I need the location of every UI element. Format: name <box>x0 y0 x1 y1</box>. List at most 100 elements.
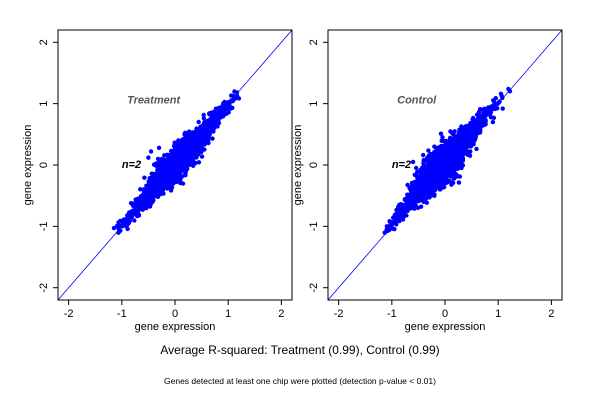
scatter-point <box>486 107 491 112</box>
scatter-point <box>473 123 478 128</box>
scatter-point <box>435 173 441 178</box>
scatter-point <box>144 183 149 188</box>
scatter-point <box>158 191 163 196</box>
scatter-point <box>388 223 394 228</box>
scatter-point <box>161 166 166 172</box>
panel-title: Treatment <box>127 95 181 107</box>
scatter-point <box>414 197 419 203</box>
scatter-point <box>452 147 458 152</box>
x-tick-label: -2 <box>64 308 74 320</box>
scatter-point <box>402 204 407 209</box>
scatter-point <box>448 129 453 134</box>
scatter-point <box>149 188 155 193</box>
scatter-point <box>184 159 190 164</box>
scatter-point <box>185 155 190 160</box>
scatter-point <box>155 156 161 162</box>
footnote: Genes detected at least one chip were pl… <box>164 376 436 386</box>
outlier-point <box>432 144 437 149</box>
scatter-point <box>142 175 147 180</box>
outlier-point <box>490 119 496 125</box>
scatter-point <box>129 214 135 219</box>
scatter-point <box>438 180 443 186</box>
scatter-point <box>202 147 207 152</box>
scatter-point <box>425 168 430 174</box>
scatter-point <box>432 178 437 183</box>
scatter-point <box>198 127 203 133</box>
scatter-point <box>226 103 232 108</box>
scatter-point <box>174 163 179 169</box>
scatter-point <box>207 132 212 138</box>
scatter-point <box>459 124 464 129</box>
scatter-point <box>135 213 140 219</box>
scatter-point <box>151 198 156 203</box>
scatter-point <box>464 123 470 129</box>
scatter-point <box>201 116 207 121</box>
scatter-point <box>481 108 487 114</box>
scatter-point <box>180 181 186 186</box>
sample-count-label: n=2 <box>392 159 411 171</box>
scatter-point <box>165 173 170 179</box>
scatter-point <box>206 140 211 146</box>
scatter-point <box>465 139 470 144</box>
y-axis-label: gene expression <box>292 125 304 206</box>
y-tick-label: -2 <box>38 283 50 293</box>
scatter-point <box>420 194 425 200</box>
scatter-point <box>199 154 205 159</box>
y-tick-label: -1 <box>38 221 50 231</box>
scatter-point <box>440 135 445 140</box>
scatter-point <box>155 187 160 192</box>
scatter-point <box>418 190 424 196</box>
scatter-point <box>132 218 137 223</box>
panel-title: Control <box>397 95 437 107</box>
scatter-point <box>476 109 482 115</box>
scatter-point <box>475 117 480 122</box>
scatter-point <box>420 168 425 173</box>
scatter-point <box>141 187 147 192</box>
scatter-point <box>400 209 406 214</box>
scatter-point <box>421 152 426 158</box>
scatter-point <box>182 172 187 178</box>
scatter-point <box>413 182 418 187</box>
scatter-point <box>133 202 139 207</box>
scatter-point <box>409 205 414 210</box>
scatter-point <box>448 174 453 179</box>
y-tick-label: -2 <box>308 283 320 293</box>
scatter-point <box>126 221 131 226</box>
scatter-point <box>467 153 473 158</box>
scatter-point <box>156 175 162 181</box>
point-cloud <box>382 86 513 235</box>
scatter-point <box>175 150 180 155</box>
scatter-point <box>427 174 432 179</box>
scatter-point <box>216 120 222 126</box>
scatter-point <box>189 131 195 136</box>
scatter-point <box>439 138 444 143</box>
scatter-point <box>449 182 454 187</box>
scatter-point <box>161 181 166 186</box>
scatter-point <box>474 146 479 152</box>
scatter-point <box>500 95 505 101</box>
x-tick-label: 2 <box>548 308 554 320</box>
y-tick-label: 2 <box>38 39 50 45</box>
scatter-point <box>177 177 182 182</box>
plot-area <box>328 30 562 300</box>
scatter-point <box>402 197 408 202</box>
scatter-point <box>464 145 469 151</box>
scatter-point <box>182 167 187 172</box>
scatter-point <box>189 162 195 167</box>
scatter-point <box>207 122 212 127</box>
scatter-point <box>202 120 207 125</box>
y-tick-label: 0 <box>308 162 320 168</box>
scatter-point <box>492 106 498 112</box>
scatter-point <box>147 179 152 184</box>
scatter-point <box>171 143 177 149</box>
y-tick-label: 2 <box>308 39 320 45</box>
scatter-point <box>391 215 396 220</box>
scatter-point <box>210 136 215 141</box>
scatter-point <box>447 179 452 184</box>
scatter-point <box>442 174 448 180</box>
scatter-point <box>164 177 169 183</box>
scatter-point <box>201 112 206 118</box>
scatter-point <box>182 143 188 149</box>
